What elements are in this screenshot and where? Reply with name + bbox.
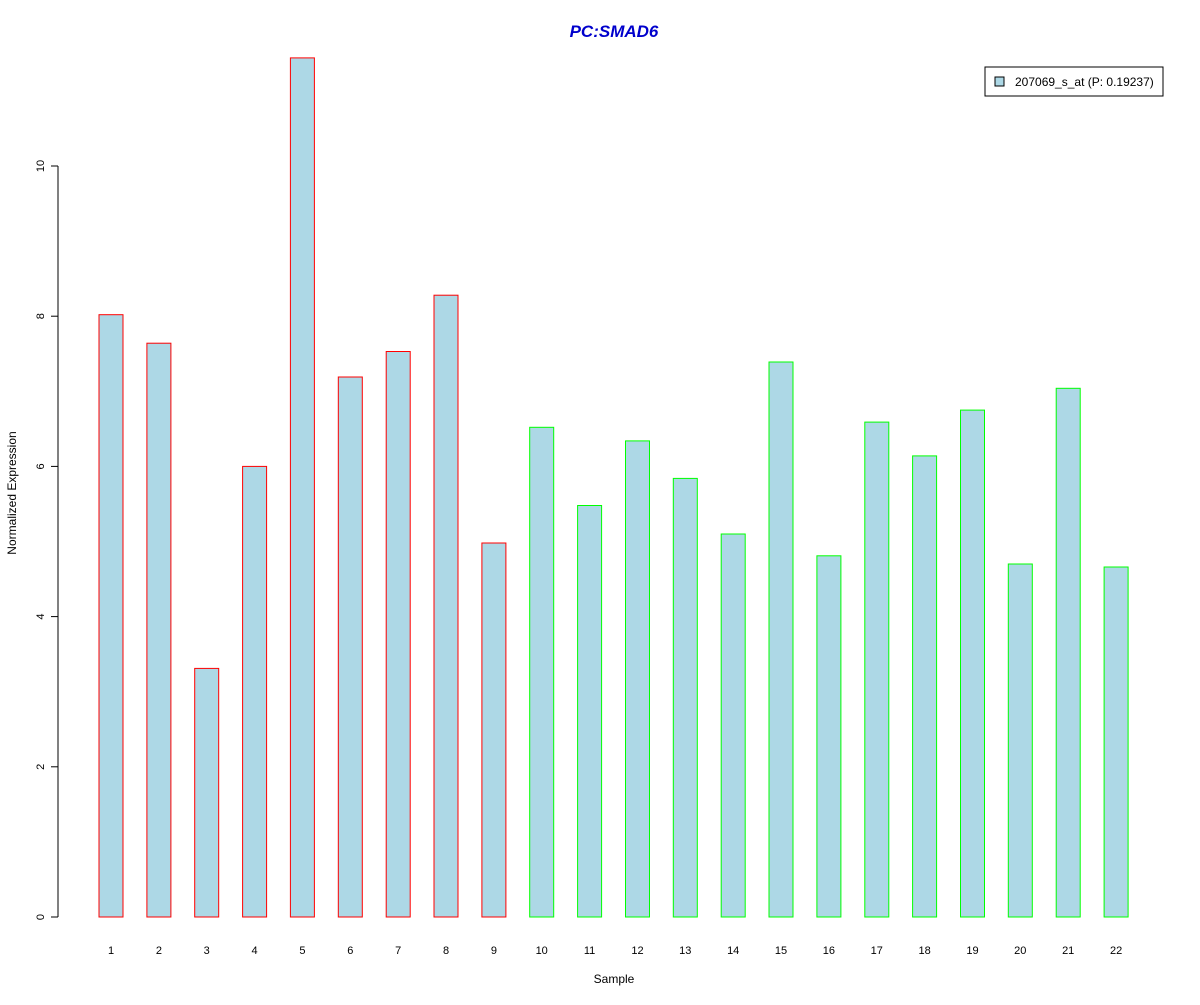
- bar-sample-8: [433, 294, 459, 918]
- x-tick-label: 12: [631, 945, 643, 957]
- legend-label: 207069_s_at (P: 0.19237): [1015, 75, 1154, 89]
- bar-sample-1: [98, 314, 124, 918]
- bar-sample-12: [625, 440, 650, 918]
- y-axis-label: Normalized Expression: [5, 431, 19, 554]
- x-tick-label: 6: [347, 945, 353, 957]
- plot-area: [98, 57, 1129, 918]
- bar-sample-3: [194, 667, 220, 918]
- bar-sample-5: [289, 57, 315, 918]
- legend: 207069_s_at (P: 0.19237): [984, 66, 1164, 97]
- bar-sample-22: [1103, 566, 1129, 918]
- bar-sample-4: [242, 465, 268, 918]
- y-tick-label: 10: [35, 160, 47, 172]
- bar-sample-13: [672, 477, 698, 918]
- x-tick-label: 8: [443, 945, 449, 957]
- x-tick-label: 9: [491, 945, 497, 957]
- bar-sample-20: [1007, 563, 1033, 918]
- x-axis: 1 2 3 4 5 6 7 8 9 10 11 12 13 14 15 16 17 18 19 20 21 22: [108, 945, 1122, 957]
- y-axis: 0 2 4 6 8 10: [35, 160, 59, 920]
- y-tick-label: 4: [35, 614, 47, 620]
- x-tick-label: 17: [871, 945, 883, 957]
- x-tick-label: 22: [1110, 945, 1122, 957]
- bar-sample-17: [864, 421, 890, 918]
- bar-sample-14: [720, 533, 746, 918]
- bar-sample-6: [337, 376, 363, 918]
- y-tick-label: 2: [35, 764, 47, 770]
- bar-sample-21: [1055, 387, 1081, 918]
- x-tick-label: 18: [918, 945, 930, 957]
- x-tick-label: 20: [1014, 945, 1026, 957]
- x-tick-label: 15: [775, 945, 787, 957]
- x-tick-label: 14: [727, 945, 739, 957]
- bar-sample-18: [912, 455, 938, 918]
- x-tick-label: 10: [536, 945, 548, 957]
- legend-swatch: [994, 76, 1005, 87]
- bar-sample-10: [529, 426, 555, 918]
- y-tick-label: 8: [35, 313, 47, 319]
- bar-sample-16: [816, 555, 842, 918]
- chart-title: PC:SMAD6: [570, 22, 659, 41]
- bar-sample-7: [385, 351, 411, 918]
- x-tick-label: 11: [584, 945, 595, 957]
- x-tick-label: 16: [823, 945, 835, 957]
- legend-box: [984, 66, 1164, 97]
- bar-sample-9: [481, 542, 507, 918]
- y-tick-label: 6: [35, 463, 47, 469]
- x-tick-label: 7: [395, 945, 401, 957]
- y-tick-label: 0: [35, 914, 47, 920]
- x-tick-label: 21: [1062, 945, 1074, 957]
- x-tick-label: 4: [252, 945, 258, 957]
- x-tick-label: 13: [679, 945, 691, 957]
- bar-sample-15: [768, 361, 794, 918]
- bar-sample-11: [577, 505, 603, 918]
- x-tick-label: 2: [156, 945, 162, 957]
- x-tick-label: 19: [966, 945, 978, 957]
- x-tick-label: 5: [299, 945, 305, 957]
- x-axis-label: Sample: [594, 972, 635, 986]
- bar-sample-19: [960, 409, 985, 918]
- bar-sample-2: [146, 342, 172, 918]
- x-tick-label: 1: [108, 945, 114, 957]
- x-tick-label: 3: [204, 945, 210, 957]
